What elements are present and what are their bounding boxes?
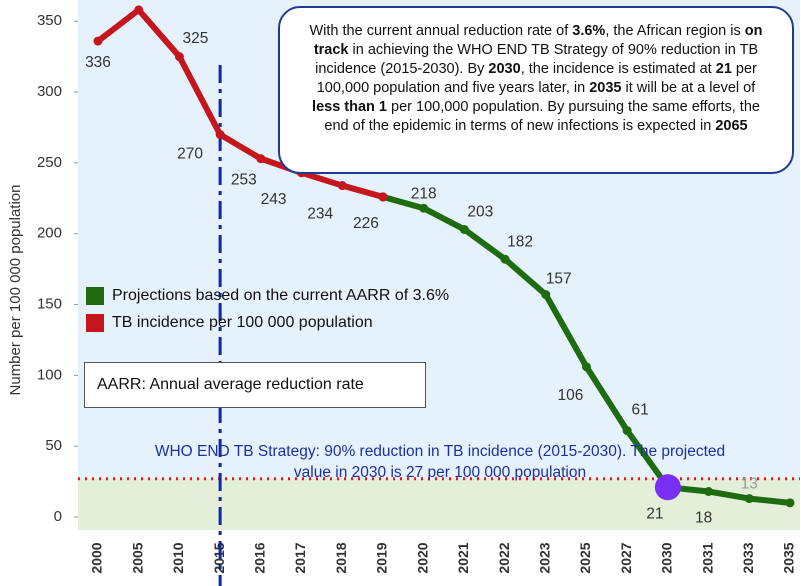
series-line	[96, 6, 384, 200]
x-tick-label: 2020	[414, 542, 430, 573]
x-tick-label: 2021	[455, 542, 471, 573]
target-band	[78, 478, 800, 530]
x-tick-label: 2017	[292, 542, 308, 573]
callout-text: on track	[313, 23, 763, 58]
data-label: 358	[126, 0, 152, 4]
callout-text: , the incidence is estimated at	[520, 61, 716, 77]
legend-label: Projections based on the current AARR of…	[112, 287, 449, 304]
x-tick-label: 2016	[252, 542, 268, 573]
x-tick-label: 2033	[740, 542, 756, 573]
callout-text: 2030	[488, 61, 521, 77]
data-label: 270	[177, 146, 203, 163]
callout-text: in achieving the WHO END TB Strategy of …	[315, 42, 759, 77]
legend-swatch	[86, 314, 104, 332]
data-label: 61	[632, 402, 649, 419]
data-label: 203	[467, 204, 493, 221]
callout-text: it will be at a level of	[621, 80, 756, 96]
data-label: 243	[261, 191, 287, 208]
data-label: 21	[646, 505, 663, 522]
strategy-line: value in 2030 is 27 per 100 000 populati…	[293, 464, 587, 481]
point	[215, 130, 225, 140]
strategy-line: WHO END TB Strategy: 90% reduction in TB…	[154, 443, 726, 460]
data-label: 157	[546, 271, 572, 288]
x-tick-label: 2030	[659, 542, 675, 573]
data-label: 336	[85, 54, 111, 71]
x-tick-label: 2005	[129, 542, 145, 573]
y-tick-label: 250	[37, 154, 62, 171]
point	[459, 224, 469, 234]
point	[378, 192, 388, 202]
strategy-note: WHO END TB Strategy: 90% reduction in TB…	[82, 441, 798, 483]
y-tick-label: 0	[54, 508, 62, 525]
x-tick-label: 2010	[170, 542, 186, 573]
point	[134, 5, 144, 15]
x-tick-label: 2022	[496, 542, 512, 573]
data-label: 253	[231, 172, 257, 189]
point	[337, 181, 347, 191]
x-tick-label: 2031	[699, 542, 715, 573]
point	[541, 290, 551, 300]
highlight-point	[654, 474, 681, 501]
x-tick-label: 2019	[374, 542, 390, 573]
legend-swatch	[86, 287, 104, 305]
point	[419, 203, 429, 213]
aarr-note: AARR: Annual average reduction rate	[84, 362, 426, 408]
callout-text: 2035	[589, 80, 622, 96]
x-tick-label: 2025	[577, 542, 593, 573]
point	[785, 498, 795, 508]
y-tick-label: 100	[37, 366, 62, 383]
data-label: 325	[182, 30, 208, 47]
x-tick-label: 2027	[618, 542, 634, 573]
callout-text: per 100,000 population. By pursuing the …	[324, 99, 760, 134]
data-label: 106	[558, 387, 584, 404]
callout-text: less than 1	[312, 99, 387, 115]
point	[704, 487, 714, 497]
y-axis-label: Number per 100 000 population	[7, 185, 24, 396]
point	[174, 52, 184, 62]
y-tick-label: 150	[37, 296, 62, 313]
point	[744, 494, 754, 504]
callout: With the current annual reduction rate o…	[278, 6, 794, 174]
point	[256, 154, 266, 164]
callout-text: , the African region is	[605, 23, 745, 39]
point	[581, 362, 591, 372]
data-label: 13	[741, 476, 758, 493]
data-label: 234	[307, 206, 333, 223]
y-tick-label: 300	[37, 83, 62, 100]
callout-text: With the current annual reduction rate o…	[309, 23, 573, 39]
data-label: 182	[507, 233, 533, 250]
x-tick-label: 2023	[536, 542, 552, 573]
data-label: 226	[353, 215, 379, 232]
data-label: 18	[695, 510, 712, 527]
legend-label: TB incidence per 100 000 population	[112, 314, 373, 331]
callout-text: 21	[715, 61, 732, 77]
callout-text: 3.6%	[572, 23, 606, 39]
x-tick-label: 2018	[333, 542, 349, 573]
x-tick-label: 2000	[89, 542, 105, 573]
y-tick-label: 200	[37, 225, 62, 242]
callout-text: 2065	[715, 118, 748, 134]
callout-text: per 100,000 population and five years la…	[316, 61, 757, 96]
y-tick-label: 350	[37, 12, 62, 29]
y-tick-label: 50	[45, 437, 62, 454]
point	[93, 36, 103, 46]
point	[622, 426, 632, 436]
x-tick-label: 2035	[781, 542, 797, 573]
data-label: 218	[411, 185, 437, 202]
point	[500, 254, 510, 264]
